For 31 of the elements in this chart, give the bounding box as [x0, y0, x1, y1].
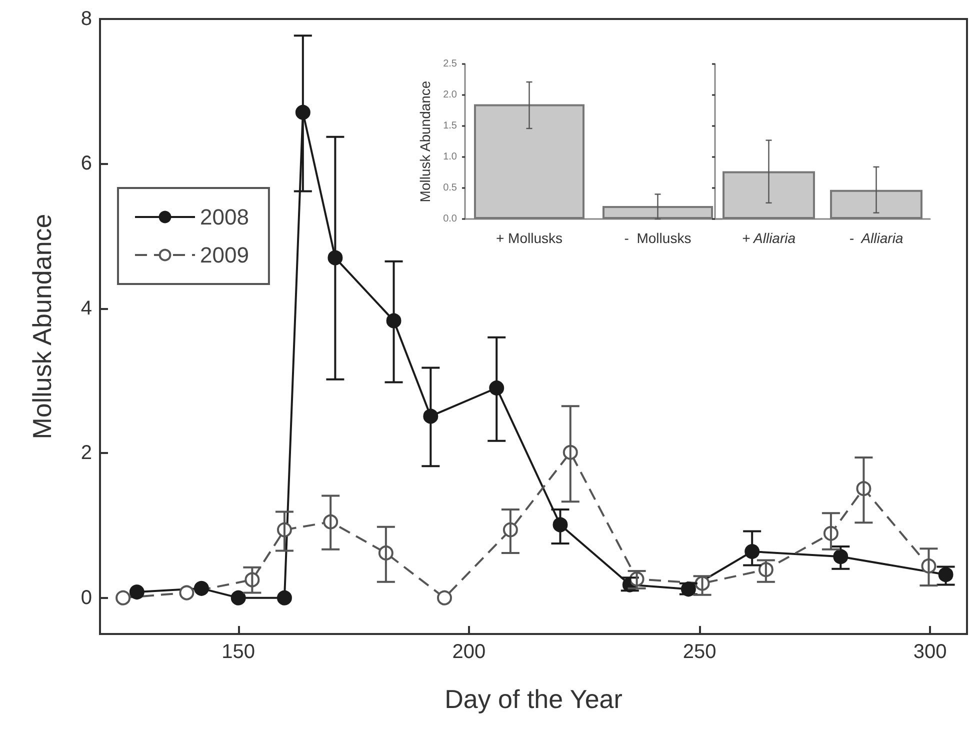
point: [230, 590, 246, 606]
x-tick-label: - Mollusks: [624, 230, 692, 246]
x-tick-label: - Alliaria: [849, 230, 904, 246]
y-tick-label: 1.5: [443, 120, 458, 132]
point: [129, 584, 144, 600]
point: [116, 590, 131, 606]
legend-label: 2008: [200, 204, 249, 230]
point: [194, 580, 209, 596]
y-axis-title: Mollusk Abundance: [417, 80, 434, 202]
point: [276, 590, 292, 606]
y-tick-label: 0: [80, 586, 92, 609]
y-tick-label: 6: [80, 152, 92, 175]
legend-label: 2009: [200, 242, 249, 268]
x-axis-title: Day of the Year: [444, 684, 623, 714]
y-tick-label: 4: [80, 297, 92, 320]
x-tick-label: + Alliaria: [742, 230, 796, 246]
y-tick-label: 0.0: [443, 214, 458, 224]
y-axis-title: Mollusk Abundance: [27, 214, 57, 440]
x-tick-label: 250: [682, 641, 716, 663]
y-tick-label: 2.5: [443, 58, 458, 70]
x-tick-label: + Mollusks: [496, 230, 563, 246]
point: [437, 590, 452, 606]
x-tick-label: 300: [913, 641, 947, 663]
x-tick-label: 200: [452, 641, 486, 663]
y-tick-label: 8: [80, 8, 92, 30]
y-tick-label: 1.0: [443, 152, 458, 162]
y-tick-label: 2.0: [443, 90, 458, 100]
y-tick-label: 0.5: [443, 182, 458, 194]
point: [179, 585, 194, 600]
y-tick-label: 2: [80, 442, 92, 464]
x-tick-label: 150: [222, 641, 256, 663]
